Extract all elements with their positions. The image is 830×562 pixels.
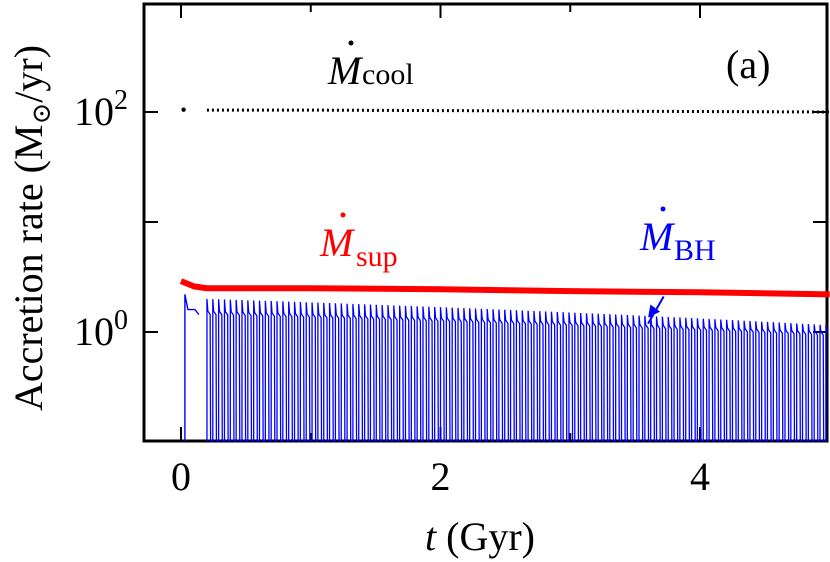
series-bh: [184, 294, 828, 442]
bh-arrow-head: [648, 304, 661, 318]
label-sup-sub: sup: [356, 240, 398, 273]
label-cool: M cool: [327, 40, 414, 93]
bh-arrow: [647, 296, 665, 325]
label-cool-dot: [348, 40, 354, 46]
bh-initial-spike: [184, 294, 200, 441]
x-tick-label: 0: [171, 454, 191, 499]
label-bh-main: M: [639, 214, 676, 259]
y-tick-label: 102: [74, 85, 128, 134]
label-bh-dot: [660, 206, 666, 212]
label-sup-dot: [340, 212, 346, 218]
label-bh: M BH: [639, 206, 716, 267]
x-axis-var: t: [425, 514, 437, 559]
series-cool: [181, 107, 830, 114]
cool-point: [181, 107, 186, 112]
panel-label: (a): [726, 42, 770, 87]
cool-line: [206, 108, 830, 114]
x-tick-label: 2: [431, 454, 451, 499]
x-tick-label: 4: [690, 454, 710, 499]
bh-line: [206, 298, 828, 442]
label-cool-main: M: [327, 48, 364, 93]
y-axis-label: Accretion rate (M⊙/yr): [6, 45, 56, 411]
x-axis-label: t (Gyr): [425, 514, 535, 559]
label-sup-main: M: [319, 220, 356, 265]
y-axis-label-post: /yr): [6, 45, 51, 103]
x-axis-unit: (Gyr): [436, 514, 535, 559]
series-sup: [179, 278, 830, 298]
y-axis-label-pre: Accretion rate (M: [6, 125, 51, 412]
label-sup: M sup: [319, 212, 398, 273]
sup-line: [179, 278, 830, 298]
x-tick-labels: 0 2 4: [171, 454, 710, 499]
y-tick-label: 100: [74, 305, 128, 354]
sun-symbol: ⊙: [27, 103, 56, 125]
y-tick-labels: 100 102: [74, 85, 128, 354]
label-cool-sub: cool: [362, 58, 414, 91]
label-bh-sub: BH: [674, 234, 716, 267]
